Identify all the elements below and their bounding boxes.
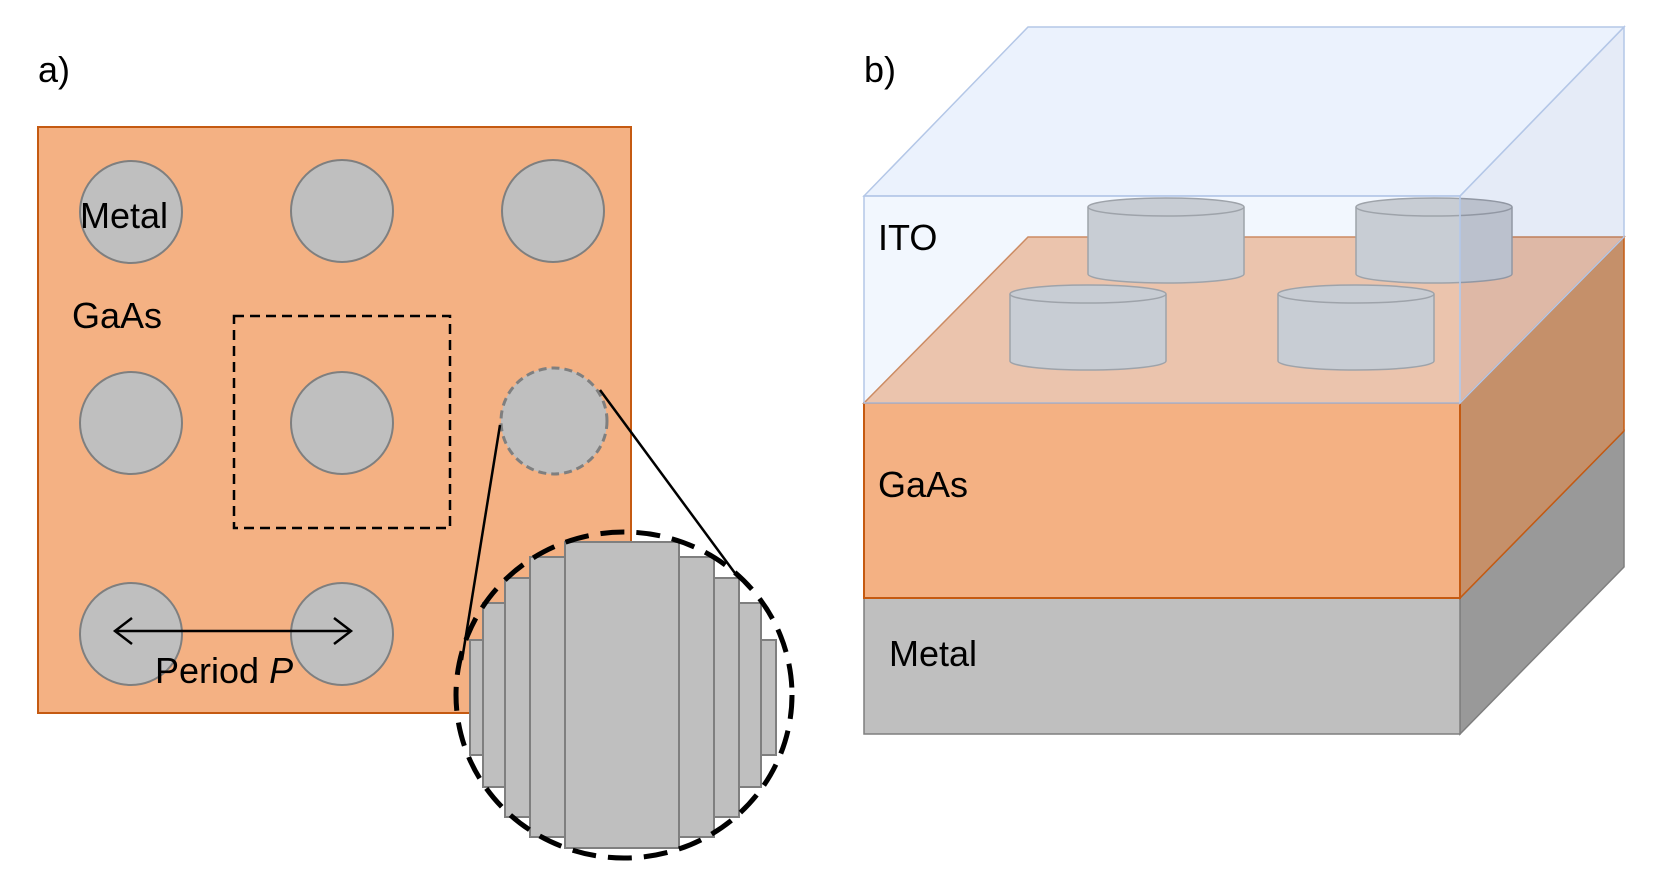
metal-disc — [79, 371, 183, 475]
metal-layer-label: Metal — [889, 633, 977, 674]
zoom-line-right — [598, 389, 742, 581]
metal-disc — [79, 160, 183, 264]
gaas-layer-label: GaAs — [878, 464, 968, 505]
panel-b-label: b) — [864, 49, 896, 90]
period-label: Period P — [155, 650, 293, 691]
panel-a-label: a) — [38, 49, 70, 90]
highlighted-metal-disc — [499, 366, 609, 476]
unit-cell-outline — [232, 314, 452, 530]
metal-disc — [290, 582, 394, 686]
zoomed-staircase-disc — [469, 541, 777, 849]
gaas-label: GaAs — [72, 295, 162, 336]
zoom-circle — [453, 529, 795, 861]
ito-layer-front — [863, 195, 1461, 404]
metal-cylinders — [1009, 197, 1513, 371]
period-arrow — [112, 617, 354, 645]
panel-a: a) Metal GaAs Period P — [37, 49, 795, 861]
metal-disc-array — [79, 159, 605, 686]
metal-disc — [501, 159, 605, 263]
metal-cylinder — [1355, 197, 1513, 284]
ito-layer — [862, 25, 1626, 405]
metal-cylinder — [1277, 284, 1435, 371]
metal-label: Metal — [80, 195, 168, 236]
gaas-layer-front — [863, 402, 1461, 599]
ito-label: ITO — [878, 217, 937, 258]
metal-cylinder — [1009, 284, 1167, 371]
zoom-line-left — [460, 424, 502, 661]
metal-layer-front — [863, 597, 1461, 735]
panel-b: b) — [862, 25, 1626, 736]
period-symbol: P — [269, 650, 293, 691]
metal-disc — [290, 371, 394, 475]
metal-disc — [290, 159, 394, 263]
metal-cylinder — [1087, 197, 1245, 284]
period-label-text: Period — [155, 650, 269, 691]
metal-layer — [863, 429, 1625, 736]
metal-disc — [79, 582, 183, 686]
